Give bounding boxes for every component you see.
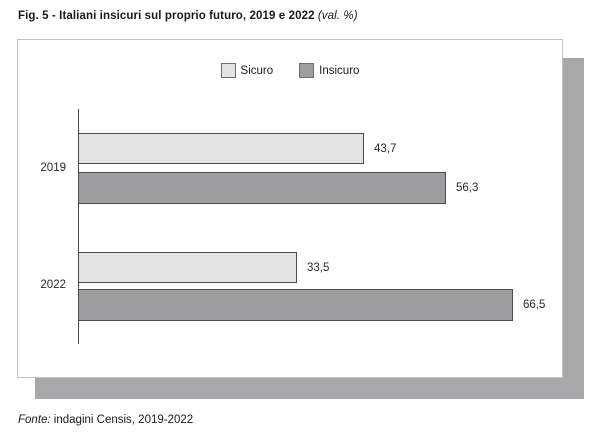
- bar-value-insicuro-2019: 56,3: [456, 182, 479, 194]
- figure-title-main: Fig. 5 - Italiani insicuri sul proprio f…: [18, 10, 315, 22]
- category-label-2022: 2022: [40, 279, 66, 291]
- bar-row-sicuro-2019: 43,7: [78, 133, 396, 164]
- source-note-text: indagini Censis, 2019-2022: [50, 414, 194, 426]
- source-note-prefix: Fonte:: [18, 414, 51, 426]
- bar-sicuro-2022: [78, 252, 297, 283]
- chart-frame: Sicuro Insicuro 2019 2022 43,7 56,3 33,5…: [17, 39, 563, 378]
- figure-title-unit: (val. %): [314, 10, 358, 22]
- category-label-2019: 2019: [40, 162, 66, 174]
- chart-legend: Sicuro Insicuro: [18, 63, 562, 78]
- bar-row-sicuro-2022: 33,5: [78, 252, 329, 283]
- legend-item-insicuro: Insicuro: [299, 63, 359, 78]
- figure-title: Fig. 5 - Italiani insicuri sul proprio f…: [18, 10, 358, 22]
- bar-value-sicuro-2019: 43,7: [374, 142, 397, 155]
- bar-value-insicuro-2022: 66,5: [523, 299, 546, 311]
- legend-item-sicuro: Sicuro: [220, 63, 274, 78]
- bar-value-sicuro-2022: 33,5: [307, 261, 330, 274]
- legend-label-insicuro: Insicuro: [319, 64, 360, 77]
- y-axis-line: [78, 109, 79, 344]
- legend-swatch-insicuro: [299, 63, 315, 78]
- bar-sicuro-2019: [78, 133, 364, 164]
- legend-label-sicuro: Sicuro: [240, 64, 274, 77]
- bar-row-insicuro-2022: 66,5: [78, 289, 545, 321]
- source-note: Fonte: indagini Censis, 2019-2022: [18, 414, 193, 426]
- bar-insicuro-2022: [78, 289, 513, 321]
- legend-swatch-sicuro: [220, 63, 236, 78]
- bar-row-insicuro-2019: 56,3: [78, 172, 478, 204]
- bar-insicuro-2019: [78, 172, 446, 204]
